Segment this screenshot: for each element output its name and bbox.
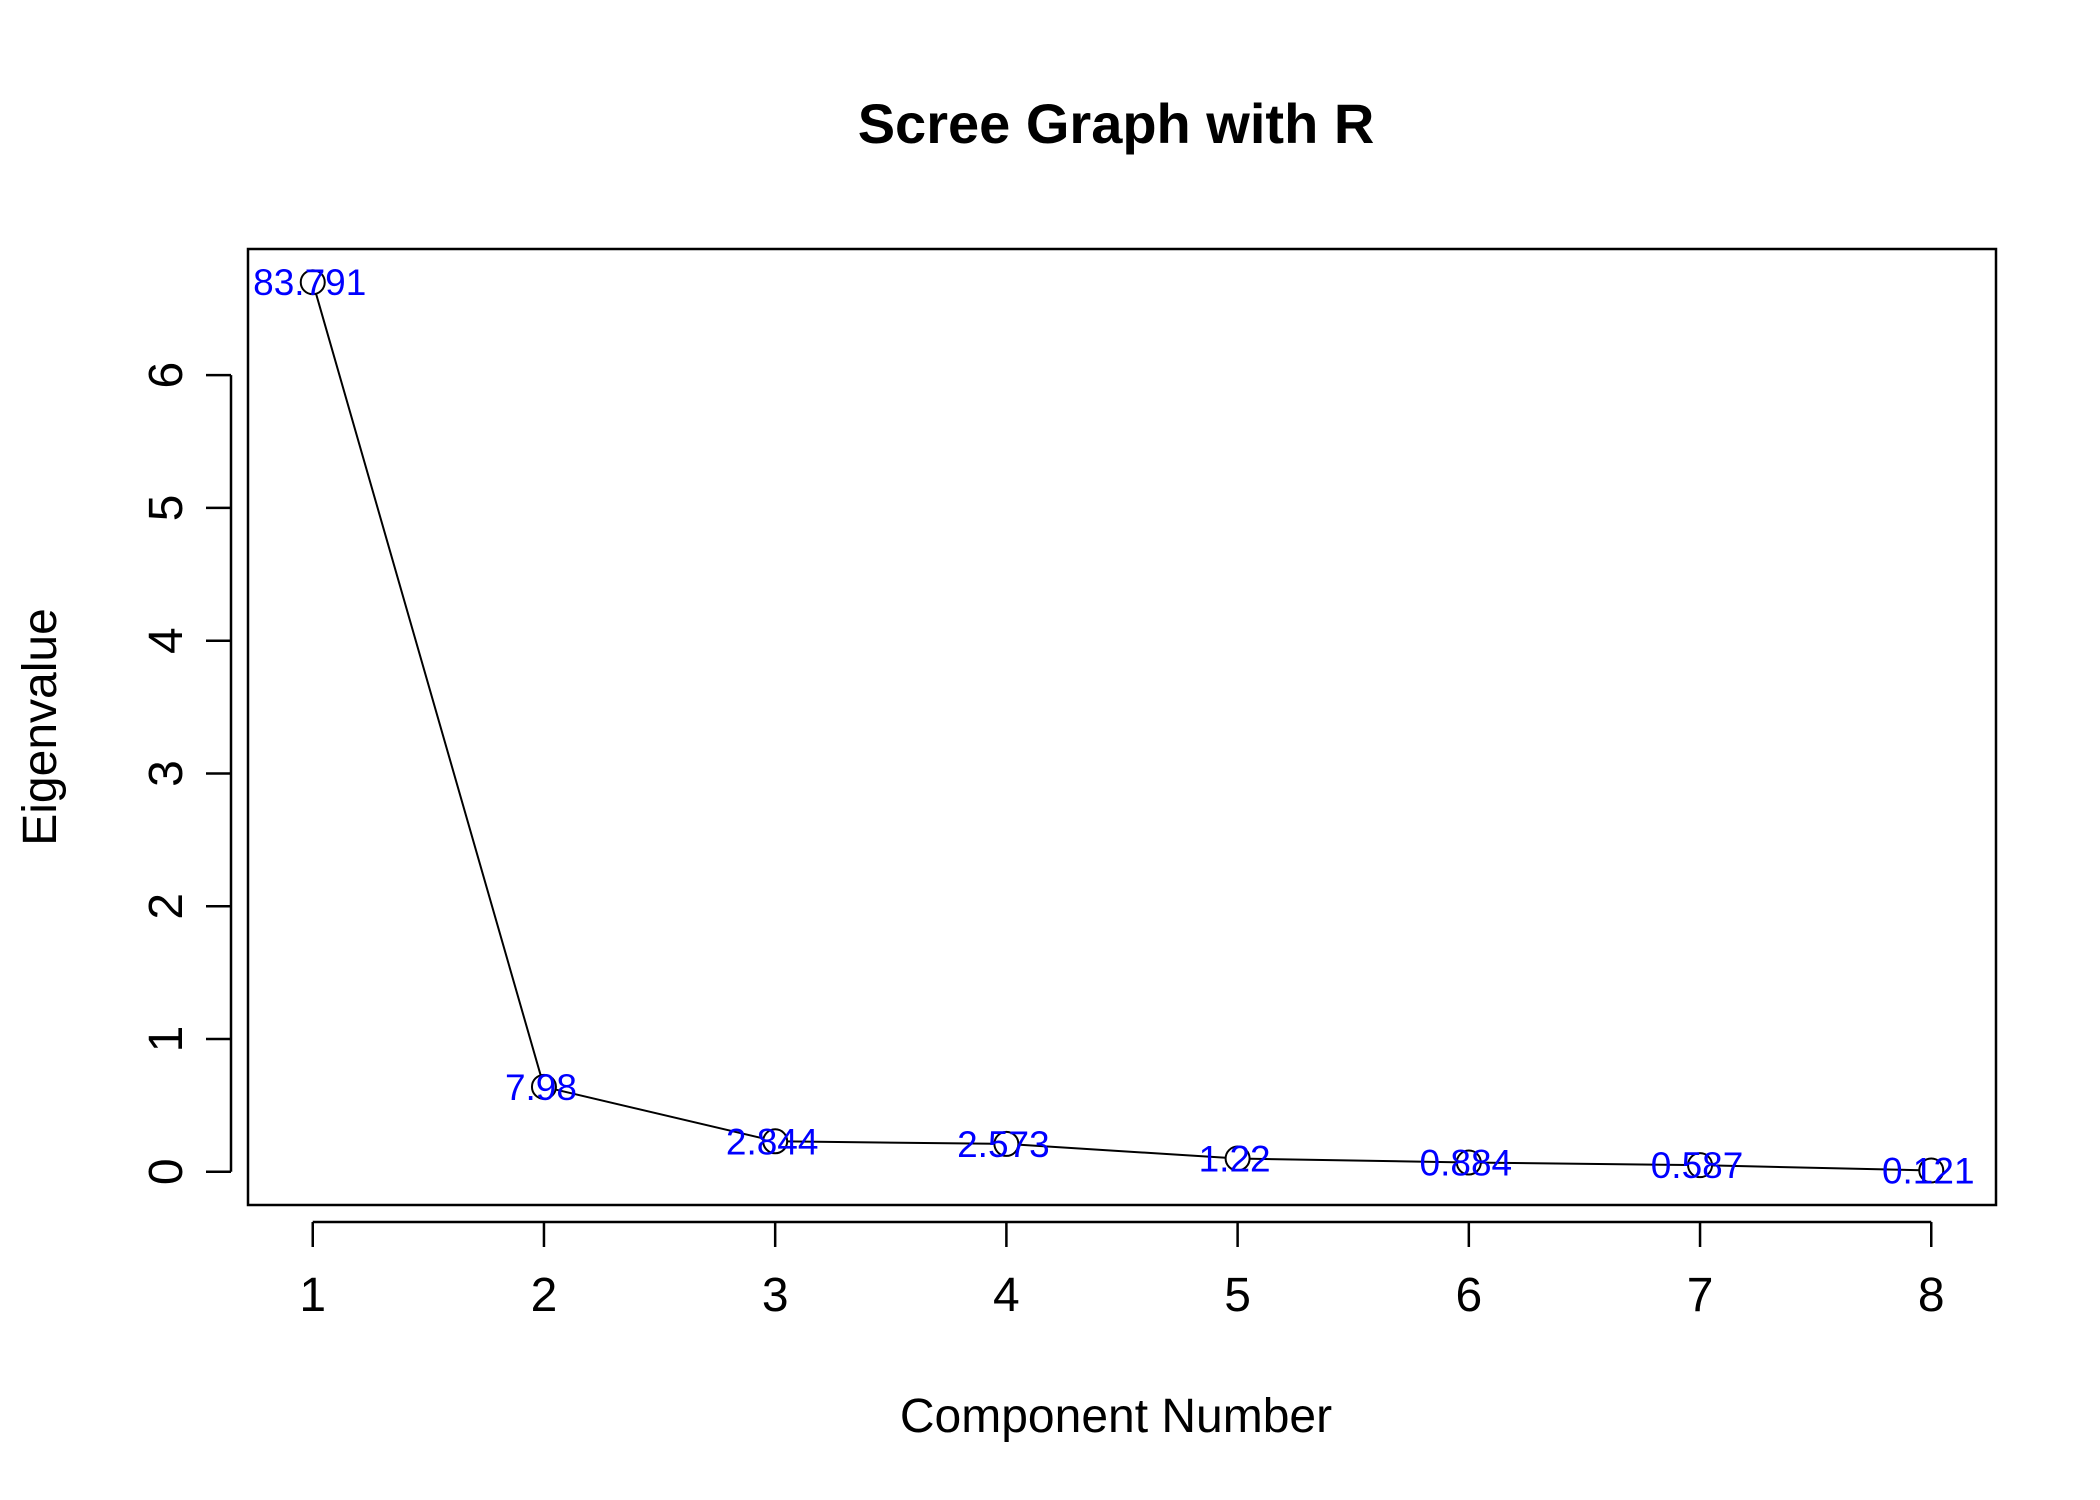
x-tick-label: 3 <box>762 1269 789 1322</box>
data-point <box>1687 1152 1714 1179</box>
x-tick-label: 4 <box>993 1269 1020 1322</box>
y-tick-label: 1 <box>140 1026 193 1053</box>
data-point <box>1455 1149 1482 1176</box>
data-label: 7.98 <box>505 1067 577 1108</box>
data-point <box>299 269 326 296</box>
data-point <box>1918 1157 1945 1184</box>
series-line <box>311 281 1932 1172</box>
data-label: 1.22 <box>1199 1139 1271 1180</box>
data-label: 83.791 <box>253 262 366 303</box>
x-tick-label: 7 <box>1687 1269 1714 1322</box>
x-tick-label: 2 <box>531 1269 558 1322</box>
data-point <box>530 1073 557 1100</box>
data-label: 0.121 <box>1882 1150 1975 1191</box>
y-tick-label: 5 <box>140 495 193 522</box>
plot-frame <box>246 247 1998 1207</box>
data-labels-group: 83.791 7.98 2.844 2.573 1.22 0.884 0.587 0.121 <box>253 262 1974 1191</box>
y-axis: 0 1 2 3 4 5 6 <box>140 362 233 1185</box>
data-label: 2.844 <box>726 1121 819 1162</box>
y-tick-label: 0 <box>140 1158 193 1185</box>
data-point <box>993 1130 1020 1157</box>
y-axis-label: Eigenvalue <box>14 608 67 846</box>
x-tick-label: 1 <box>299 1269 326 1322</box>
chart-title: Scree Graph with R <box>858 92 1375 155</box>
x-axis: 1 2 3 4 5 6 7 8 <box>299 1220 1945 1322</box>
x-axis-label: Component Number <box>900 1390 1332 1443</box>
data-point <box>1224 1145 1251 1172</box>
y-tick-label: 3 <box>140 760 193 787</box>
data-points-group <box>299 269 1945 1184</box>
y-tick-label: 6 <box>140 362 193 389</box>
data-label: 0.884 <box>1420 1143 1513 1184</box>
data-point <box>762 1128 789 1155</box>
y-tick-label: 4 <box>140 627 193 654</box>
data-label: 0.587 <box>1651 1145 1744 1186</box>
x-tick-label: 6 <box>1455 1269 1482 1322</box>
x-tick-label: 5 <box>1224 1269 1251 1322</box>
series-line-group <box>311 281 1932 1172</box>
x-tick-label: 8 <box>1918 1269 1945 1322</box>
data-label: 2.573 <box>957 1124 1050 1165</box>
y-tick-label: 2 <box>140 893 193 920</box>
